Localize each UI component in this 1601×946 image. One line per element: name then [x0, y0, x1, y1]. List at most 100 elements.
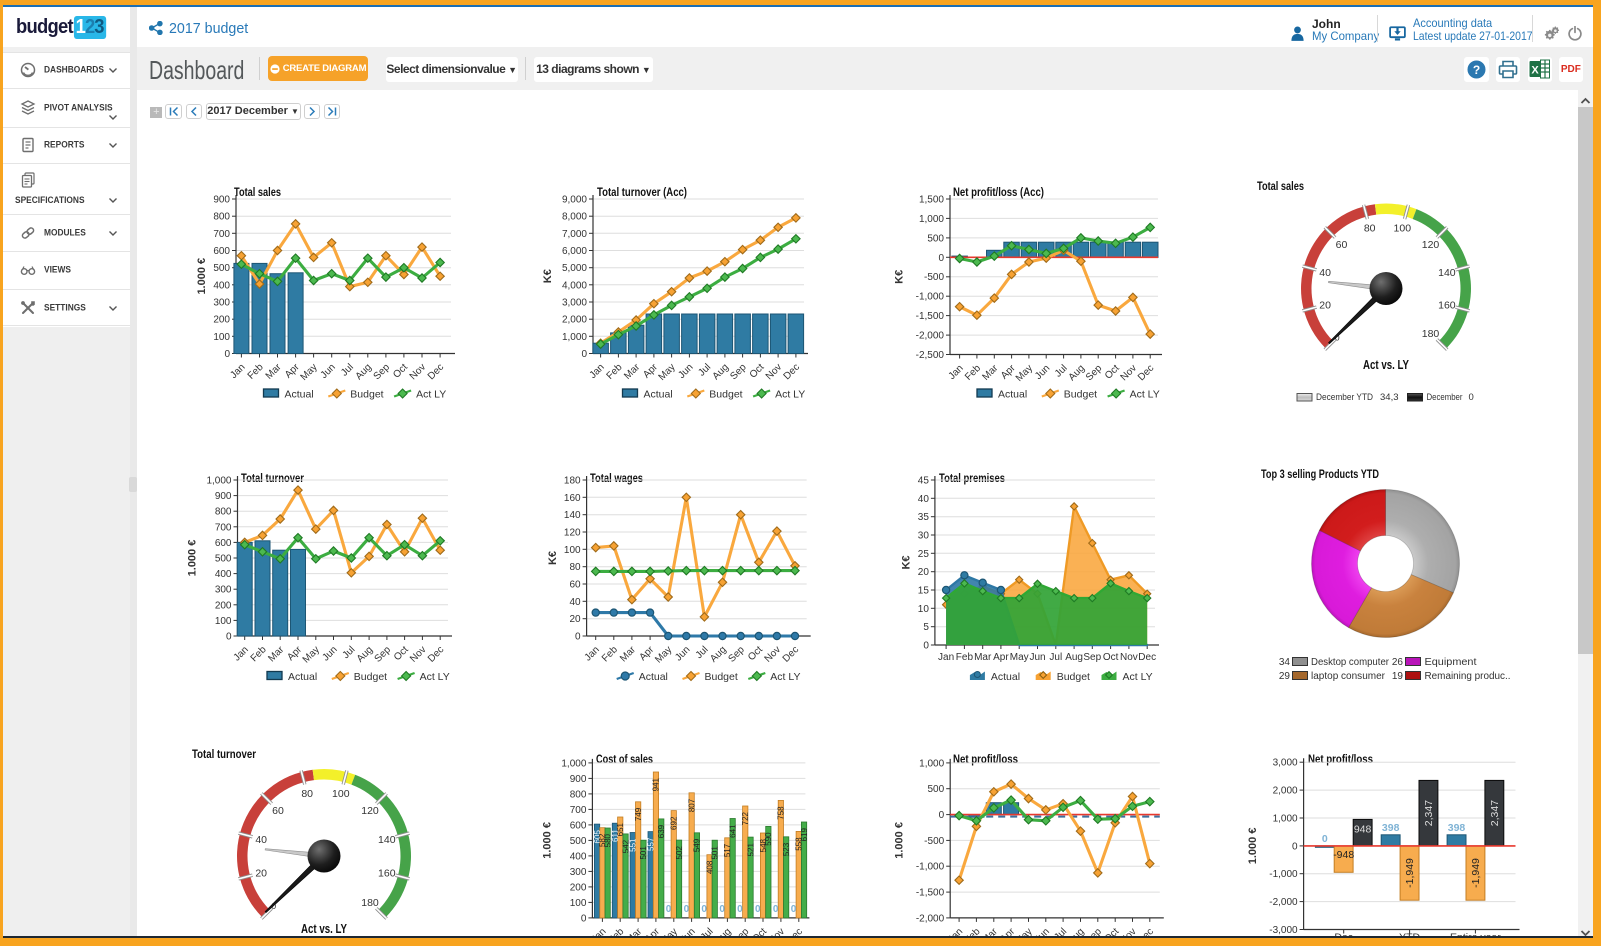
svg-text:Sep: Sep [1084, 363, 1105, 384]
svg-text:-948: -948 [1333, 849, 1354, 861]
svg-text:Apr: Apr [283, 361, 302, 380]
svg-text:Nov: Nov [763, 644, 783, 664]
svg-text:Jun: Jun [676, 362, 695, 381]
svg-text:0: 0 [737, 904, 743, 915]
svg-text:800: 800 [215, 507, 232, 518]
svg-text:140: 140 [378, 834, 396, 846]
svg-text:Aug: Aug [1066, 926, 1086, 936]
svg-text:900: 900 [213, 195, 230, 206]
svg-text:120: 120 [361, 805, 379, 817]
svg-text:9,000: 9,000 [562, 195, 587, 206]
svg-text:300: 300 [570, 867, 587, 878]
svg-text:May: May [1014, 363, 1035, 384]
svg-text:Oct: Oct [1103, 652, 1119, 663]
svg-text:Jun: Jun [1029, 652, 1045, 663]
svg-text:0: 0 [923, 641, 929, 652]
svg-text:40: 40 [255, 834, 267, 846]
svg-text:700: 700 [570, 805, 587, 816]
svg-text:Mar: Mar [266, 644, 286, 664]
svg-text:Jan: Jan [947, 363, 966, 382]
svg-text:Act LY: Act LY [770, 671, 800, 683]
svg-text:0: 0 [224, 349, 230, 360]
svg-text:120: 120 [564, 528, 581, 539]
svg-text:Oct: Oct [392, 644, 411, 663]
svg-text:Aug: Aug [354, 362, 374, 382]
svg-text:Feb: Feb [956, 652, 974, 663]
svg-text:7,000: 7,000 [562, 229, 587, 240]
svg-text:558: 558 [795, 837, 804, 851]
svg-text:Feb: Feb [606, 926, 626, 936]
svg-text:0: 0 [939, 810, 945, 821]
svg-text:Nov: Nov [1118, 926, 1138, 936]
svg-text:Feb: Feb [605, 362, 625, 382]
svg-text:Net profit/loss: Net profit/loss [1308, 754, 1373, 766]
svg-text:60: 60 [569, 580, 581, 591]
svg-text:60: 60 [272, 805, 284, 817]
svg-text:1,000: 1,000 [562, 332, 587, 343]
svg-text:Mar: Mar [622, 361, 642, 381]
svg-text:Jan: Jan [946, 926, 965, 936]
svg-text:180: 180 [361, 897, 379, 909]
svg-text:1,000: 1,000 [1273, 814, 1298, 825]
svg-text:Jul: Jul [699, 926, 716, 936]
svg-text:8,000: 8,000 [562, 212, 587, 223]
svg-text:Top 3 selling Products YTD: Top 3 selling Products YTD [1261, 469, 1379, 481]
svg-text:Apr: Apr [641, 361, 660, 380]
svg-text:-1,500: -1,500 [916, 888, 945, 899]
svg-text:-500: -500 [924, 272, 944, 283]
svg-text:Budget: Budget [1064, 389, 1097, 401]
svg-text:0: 0 [791, 904, 797, 915]
svg-text:Apr: Apr [637, 644, 656, 663]
svg-text:100: 100 [1394, 222, 1412, 234]
svg-text:K€: K€ [901, 555, 913, 569]
svg-text:500: 500 [215, 554, 232, 565]
svg-text:40: 40 [918, 494, 930, 505]
svg-text:25: 25 [918, 549, 930, 560]
svg-text:300: 300 [213, 298, 230, 309]
svg-text:80: 80 [1364, 222, 1376, 234]
svg-text:807: 807 [687, 798, 696, 812]
svg-text:80: 80 [301, 788, 313, 800]
svg-text:Total sales: Total sales [234, 187, 281, 199]
svg-text:Sep: Sep [1083, 652, 1101, 663]
svg-text:1.000 €: 1.000 € [541, 822, 553, 859]
svg-text:3,000: 3,000 [562, 298, 587, 309]
svg-text:0: 0 [581, 913, 587, 924]
svg-text:521: 521 [746, 843, 755, 857]
svg-text:758: 758 [777, 806, 786, 820]
svg-text:-1,000: -1,000 [1269, 869, 1298, 880]
svg-text:Feb: Feb [249, 644, 269, 664]
svg-text:Nov: Nov [408, 644, 428, 664]
svg-text:160: 160 [378, 868, 396, 880]
svg-text:0: 0 [226, 632, 232, 643]
svg-text:Mar: Mar [618, 644, 638, 664]
svg-text:December YTD: December YTD [1316, 392, 1373, 403]
svg-text:1,000: 1,000 [561, 758, 586, 769]
svg-text:Actual: Actual [288, 671, 317, 683]
svg-text:20: 20 [569, 614, 581, 625]
svg-text:Mar: Mar [624, 926, 644, 936]
svg-text:Aug: Aug [1067, 363, 1087, 383]
svg-text:Aug: Aug [711, 362, 731, 382]
svg-text:Sep: Sep [373, 644, 394, 665]
svg-text:Feb: Feb [600, 644, 620, 664]
svg-text:180: 180 [1422, 328, 1440, 340]
svg-text:Jun: Jun [320, 644, 339, 663]
svg-text:0: 0 [684, 904, 690, 915]
svg-text:5: 5 [923, 622, 929, 633]
svg-text:Budget: Budget [705, 671, 738, 683]
svg-text:Feb: Feb [963, 926, 983, 936]
svg-text:20: 20 [255, 868, 267, 880]
svg-text:Entire year: Entire year [1450, 932, 1501, 937]
svg-text:Total wages: Total wages [590, 473, 643, 485]
svg-text:0: 0 [938, 253, 944, 264]
svg-text:-2,500: -2,500 [916, 350, 945, 361]
svg-text:Total sales: Total sales [1257, 181, 1304, 193]
svg-text:651: 651 [616, 822, 625, 836]
svg-text:400: 400 [215, 569, 232, 580]
svg-text:548: 548 [759, 838, 768, 852]
svg-text:Actual: Actual [285, 389, 314, 401]
svg-text:Act LY: Act LY [1123, 671, 1153, 683]
svg-text:692: 692 [670, 816, 679, 830]
svg-text:Oct: Oct [391, 362, 410, 381]
